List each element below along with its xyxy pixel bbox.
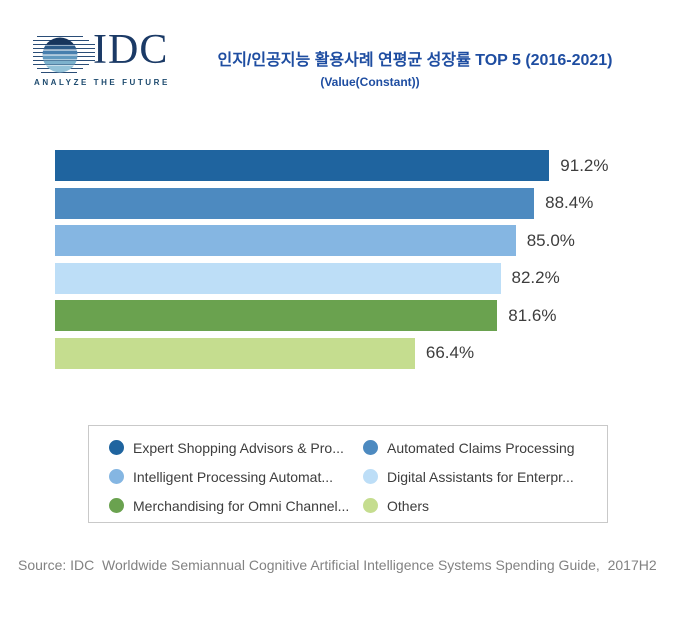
bar-4 xyxy=(55,262,501,294)
chart-subtitle: (Value(Constant)) xyxy=(320,75,420,89)
legend-item-3: Intelligent Processing Automat... xyxy=(109,462,363,491)
bar-5 xyxy=(55,300,498,331)
legend-dot-icon xyxy=(109,469,124,484)
legend-dot-icon xyxy=(363,498,378,513)
legend-dot-icon xyxy=(109,498,124,513)
source-note: Source: IDC Worldwide Semiannual Cogniti… xyxy=(18,557,657,573)
bar-row-3: 85.0% xyxy=(55,225,609,256)
legend-item-6: Others xyxy=(363,491,607,520)
bar-2 xyxy=(55,187,535,219)
bar-1 xyxy=(55,150,550,181)
idc-logo-tagline: ANALYZE THE FUTURE xyxy=(34,78,170,87)
chart-title: 인지/인공지능 활용사례 연평균 성장률 TOP 5 (2016-2021) xyxy=(217,52,613,69)
legend-label-4: Digital Assistants for Enterpr... xyxy=(387,468,574,485)
bar-value-label-3: 85.0% xyxy=(526,230,575,250)
bar-row-4: 82.2% xyxy=(55,262,609,294)
legend-label-5: Merchandising for Omni Channel... xyxy=(133,497,350,514)
bar-row-6: 66.4% xyxy=(55,337,609,369)
legend-dot-icon xyxy=(363,469,378,484)
legend-label-3: Intelligent Processing Automat... xyxy=(133,468,333,485)
bar-value-label-1: 91.2% xyxy=(560,155,609,175)
bar-row-1: 91.2% xyxy=(55,150,609,181)
bar-chart: 91.2% 88.4% 85.0% 82.2% 81.6% 66.4% xyxy=(55,150,609,375)
bar-value-label-5: 81.6% xyxy=(508,305,557,325)
legend-dot-icon xyxy=(109,440,124,455)
chart-header: 인지/인공지능 활용사례 연평균 성장률 TOP 5 (2016-2021) (… xyxy=(183,51,647,89)
chart-legend: Expert Shopping Advisors & Pro... Automat… xyxy=(88,425,608,523)
legend-dot-icon xyxy=(363,440,378,455)
legend-item-4: Digital Assistants for Enterpr... xyxy=(363,462,607,491)
legend-label-2: Automated Claims Processing xyxy=(387,439,575,456)
legend-item-1: Expert Shopping Advisors & Pro... xyxy=(109,433,363,462)
idc-globe-icon xyxy=(33,36,95,73)
legend-label-6: Others xyxy=(387,497,430,514)
bar-6 xyxy=(55,337,415,369)
idc-logo: IDC ANALYZE THE FUTURE xyxy=(33,29,193,89)
bar-value-label-4: 82.2% xyxy=(511,268,560,287)
idc-logo-text: IDC xyxy=(93,27,169,73)
legend-item-5: Merchandising for Omni Channel... xyxy=(109,491,363,520)
bar-value-label-6: 66.4% xyxy=(425,343,475,362)
bar-row-5: 81.6% xyxy=(55,300,609,331)
bar-row-2: 88.4% xyxy=(55,187,609,219)
bar-value-label-2: 88.4% xyxy=(545,193,594,212)
bar-3 xyxy=(55,225,516,256)
legend-label-1: Expert Shopping Advisors & Pro... xyxy=(133,439,344,456)
legend-item-2: Automated Claims Processing xyxy=(363,433,607,462)
